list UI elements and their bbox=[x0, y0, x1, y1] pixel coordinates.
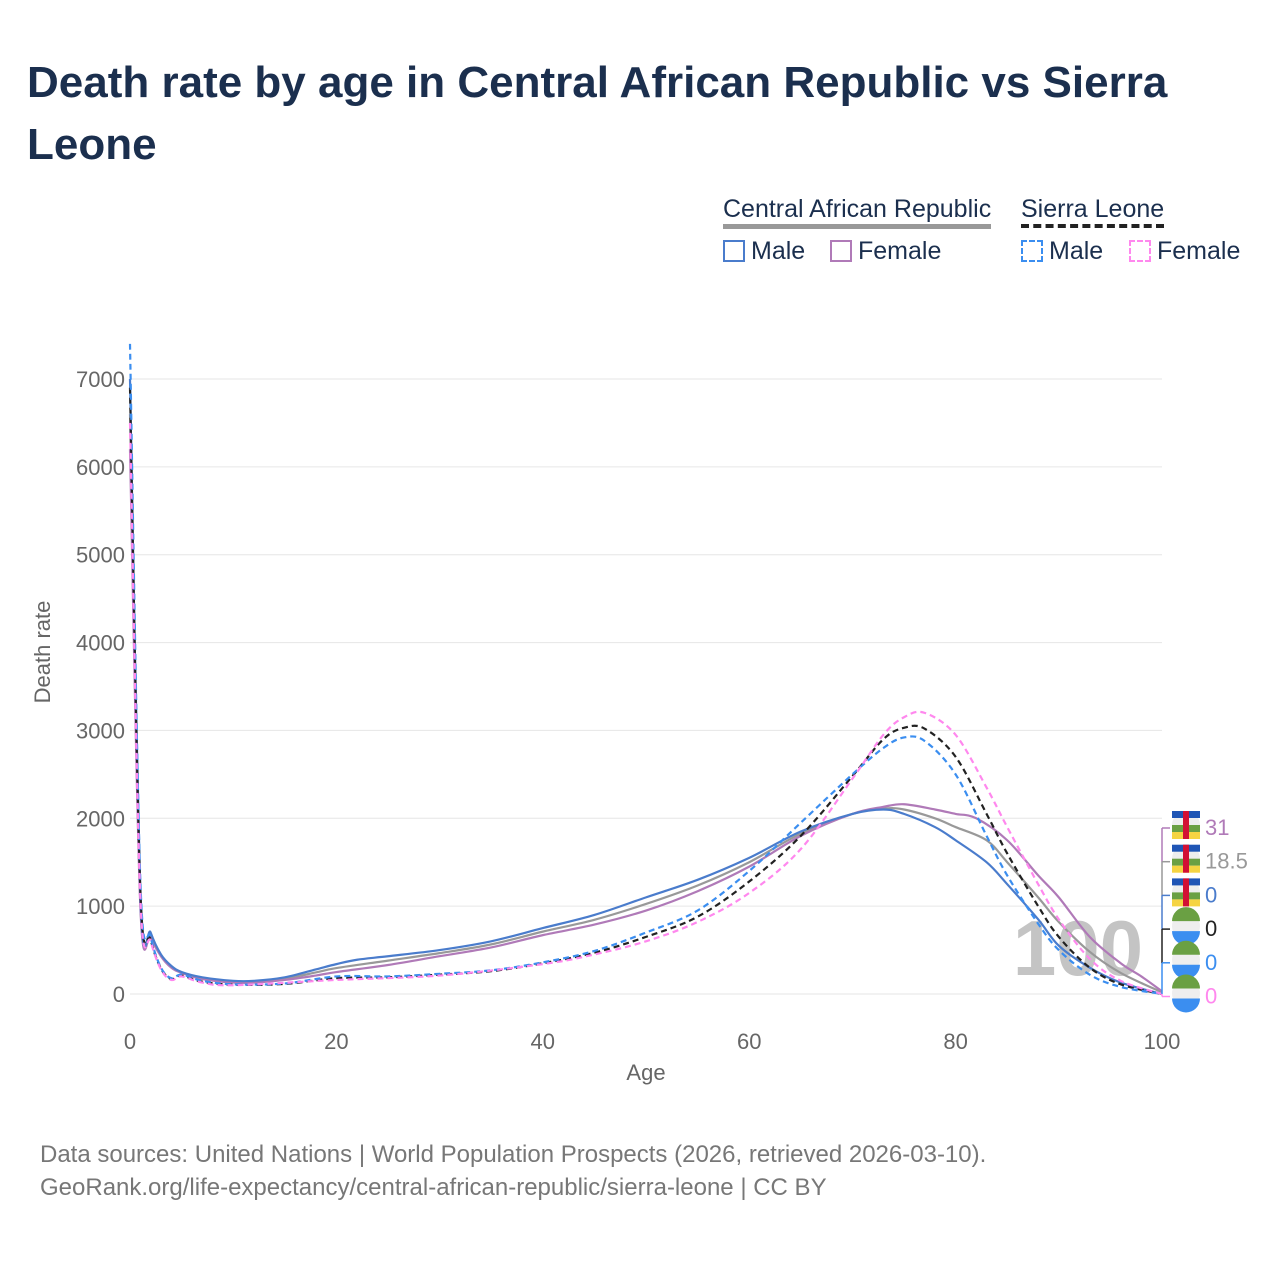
y-tick-label: 1000 bbox=[76, 894, 125, 919]
flag-stripe bbox=[1172, 974, 1200, 989]
legend-label: Male bbox=[1049, 237, 1104, 265]
hover-value-label: 0 bbox=[1205, 984, 1217, 1009]
flag-stripe bbox=[1172, 907, 1200, 922]
y-tick-label: 2000 bbox=[76, 806, 125, 831]
y-tick-label: 6000 bbox=[76, 455, 125, 480]
series-line-sierra-leone-female bbox=[128, 422, 1163, 996]
chart-title: Death rate by age in Central African Rep… bbox=[27, 58, 1168, 169]
y-tick-label: 3000 bbox=[76, 718, 125, 743]
legend-label: Female bbox=[858, 237, 942, 265]
series-line-sierra-leone-male bbox=[128, 343, 1163, 996]
legend-group-sl[interactable]: Sierra Leone bbox=[1021, 194, 1165, 228]
legend-label: Male bbox=[751, 237, 806, 265]
hover-value-label: 0 bbox=[1205, 950, 1217, 975]
legend-group-car[interactable]: Central African Republic bbox=[723, 194, 992, 229]
legend-swatch bbox=[830, 240, 852, 262]
legend-swatch bbox=[1129, 240, 1151, 262]
legend-sl-male[interactable]: Male bbox=[1021, 237, 1103, 266]
flag-stripe bbox=[1183, 811, 1189, 839]
y-tick-label: 7000 bbox=[76, 367, 125, 392]
legend-label: Female bbox=[1157, 237, 1241, 265]
x-tick-label: 0 bbox=[124, 1029, 136, 1054]
flag-stripe bbox=[1183, 878, 1189, 907]
series-line-central-african-republic-female bbox=[128, 449, 1163, 993]
flag-stripe bbox=[1183, 844, 1189, 873]
y-tick-label: 4000 bbox=[76, 631, 125, 656]
series-line-central-african-republic-total bbox=[128, 414, 1163, 994]
y-axis-label: Death rate bbox=[30, 601, 55, 704]
x-axis-label: Age bbox=[626, 1060, 665, 1085]
source-note: Data sources: United Nations | World Pop… bbox=[40, 1138, 986, 1204]
x-tick-label: 40 bbox=[531, 1029, 555, 1054]
source-line: Data sources: United Nations | World Pop… bbox=[40, 1141, 987, 1168]
hover-value-label: 0 bbox=[1205, 916, 1217, 941]
x-tick-label: 20 bbox=[324, 1029, 348, 1054]
legend-swatch bbox=[1021, 240, 1043, 262]
hover-value-label: 31 bbox=[1205, 815, 1229, 840]
series-line-central-african-republic-male bbox=[128, 378, 1163, 996]
x-tick-label: 100 bbox=[1144, 1029, 1181, 1054]
flag-stripe bbox=[1172, 931, 1200, 946]
legend-swatch bbox=[723, 240, 745, 262]
flag-stripe bbox=[1172, 964, 1200, 979]
y-tick-label: 5000 bbox=[76, 543, 125, 568]
y-tick-label: 0 bbox=[113, 982, 125, 1007]
x-tick-label: 80 bbox=[943, 1029, 967, 1054]
legend-sl-female[interactable]: Female bbox=[1129, 237, 1240, 266]
legend-car-female[interactable]: Female bbox=[830, 237, 941, 266]
source-link[interactable]: GeoRank.org/life-expectancy/central-afri… bbox=[40, 1174, 827, 1201]
hover-value-label: 18.5 bbox=[1205, 849, 1248, 874]
x-tick-label: 60 bbox=[737, 1029, 761, 1054]
hover-value-label: 0 bbox=[1205, 882, 1217, 907]
flag-stripe bbox=[1172, 940, 1200, 955]
flag-stripe bbox=[1172, 998, 1200, 1013]
legend-car-male[interactable]: Male bbox=[723, 237, 805, 266]
